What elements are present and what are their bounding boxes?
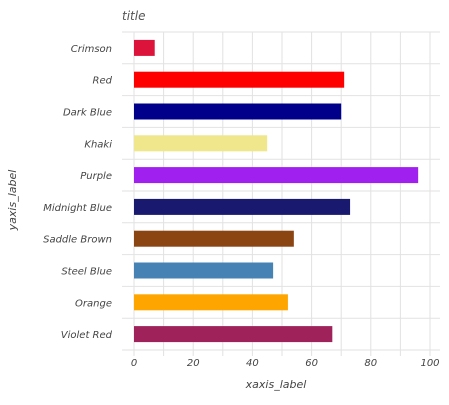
x-axis-label: xaxis_label: [245, 378, 307, 391]
y-tick-label: Crimson: [71, 44, 112, 55]
y-tick-label: Saddle Brown: [43, 235, 112, 246]
y-axis-label: yaxis_label: [6, 170, 19, 232]
x-tick-label: 80: [364, 358, 377, 369]
bar-purple: [134, 167, 419, 184]
bar-violet-red: [134, 326, 333, 343]
chart-title: title: [122, 9, 145, 23]
bars: [134, 39, 419, 343]
x-tick-label: 60: [305, 358, 318, 369]
bar-orange: [134, 294, 288, 311]
bar-steel-blue: [134, 262, 274, 279]
bar-saddle-brown: [134, 230, 294, 247]
x-tick-label: 100: [420, 358, 439, 369]
y-tick-label: Dark Blue: [63, 108, 112, 119]
y-tick-label: Khaki: [84, 139, 112, 150]
x-tick-label: 40: [246, 358, 259, 369]
bar-red: [134, 71, 345, 88]
x-tick-label: 20: [187, 358, 200, 369]
bar-dark-blue: [134, 103, 342, 120]
y-tick-labels: Violet Red Orange Steel Blue Saddle Brown Mi…: [43, 44, 113, 341]
y-tick-label: Orange: [75, 298, 112, 309]
bar-crimson: [134, 39, 155, 56]
x-tick-labels: 0 20 40 60 80 100: [131, 358, 440, 369]
y-tick-label: Violet Red: [61, 330, 113, 341]
bar-midnight-blue: [134, 198, 351, 215]
y-tick-label: Red: [93, 76, 113, 87]
x-tick-label: 0: [131, 358, 137, 369]
y-tick-label: Midnight Blue: [43, 203, 112, 214]
bar-khaki: [134, 135, 268, 152]
y-tick-label: Purple: [80, 171, 112, 182]
y-tick-label: Steel Blue: [61, 267, 112, 278]
